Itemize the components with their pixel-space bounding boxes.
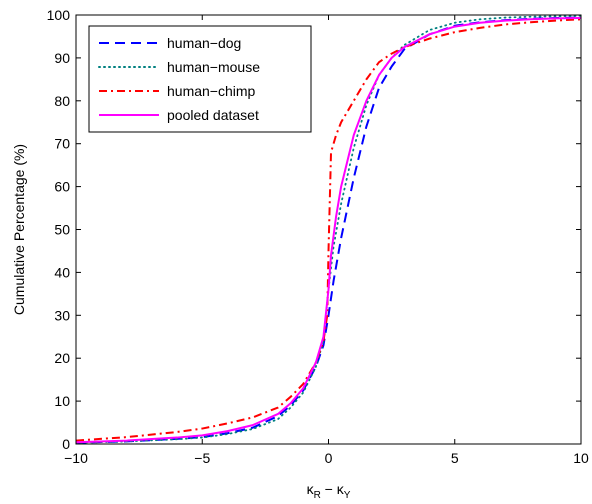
x-axis-label-mid: − κ [321,481,345,497]
x-tick-label-0: −10 [64,450,88,466]
x-axis-label-sub2: Y [344,490,351,501]
labels-group: Cumulative Percentage (%) κR − κY [11,144,351,501]
y-tick-label-6: 60 [54,179,70,195]
y-tick-label-1: 10 [54,393,70,409]
y-tick-label-9: 90 [54,50,70,66]
legend-label-0: human−dog [167,35,241,51]
y-tick-label-3: 30 [54,307,70,323]
x-axis-label: κR − κY [307,481,351,501]
legend-label-3: pooled dataset [167,107,259,123]
y-tick-label-8: 80 [54,93,70,109]
y-tick-label-10: 100 [47,7,71,23]
series-line-2 [76,18,581,442]
x-tick-label-3: 5 [451,450,459,466]
x-axis-label-kappa1: κ [307,481,315,497]
legend-label-2: human−chimp [167,83,256,99]
y-tick-label-2: 20 [54,350,70,366]
x-axis-label-sub1: R [314,490,321,501]
series-line-1 [76,15,581,444]
x-tick-label-4: 10 [573,450,589,466]
y-tick-label-4: 40 [54,264,70,280]
y-axis-label: Cumulative Percentage (%) [11,144,27,315]
y-tick-label-7: 70 [54,136,70,152]
series-group [76,15,581,444]
legend-label-1: human−mouse [167,59,260,75]
y-tick-label-5: 50 [54,222,70,238]
x-tick-label-1: −5 [194,450,210,466]
y-tick-label-0: 0 [62,436,70,452]
series-line-3 [76,17,581,444]
legend: human−dog human−mouse human−chimp pooled da… [88,25,312,133]
x-tick-label-2: 0 [325,450,333,466]
